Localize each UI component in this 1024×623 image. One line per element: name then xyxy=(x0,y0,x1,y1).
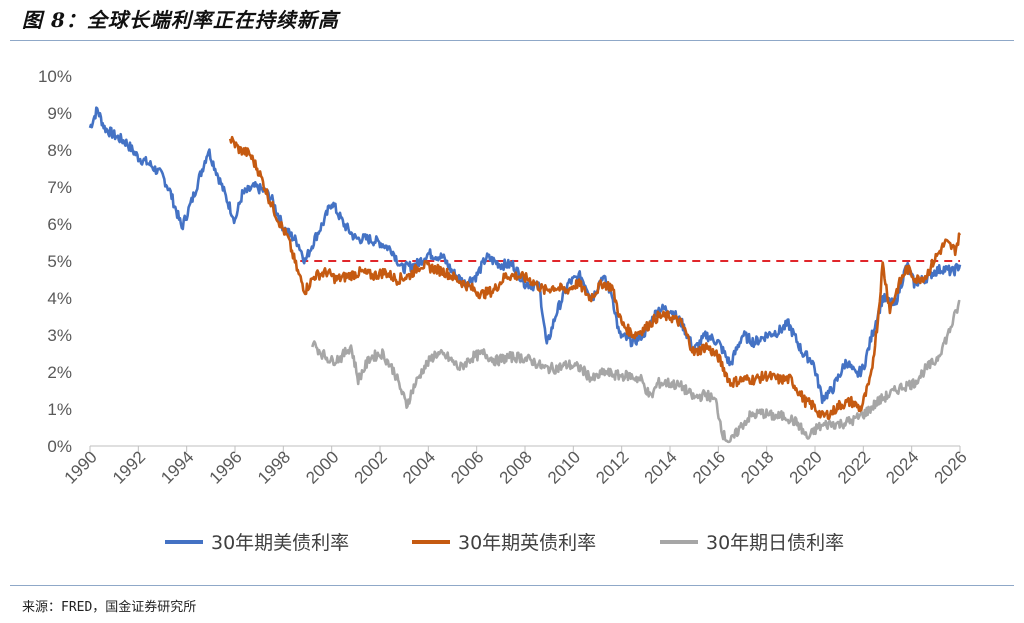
source-note: 来源：FRED，国金证券研究所 xyxy=(22,600,197,615)
legend-label: 30年期美债利率 xyxy=(211,532,349,554)
y-tick-label: 4% xyxy=(47,289,72,308)
legend-label: 30年期英债利率 xyxy=(458,532,596,554)
series-group xyxy=(88,106,962,444)
figure-title: 图 8：全球长端利率正在持续新高 xyxy=(22,8,339,32)
y-tick-label: 2% xyxy=(47,363,72,382)
x-tick-label: 1994 xyxy=(157,447,197,487)
x-tick-label: 1992 xyxy=(109,447,149,487)
x-tick-label: 2008 xyxy=(496,447,536,487)
x-tick-label: 2020 xyxy=(786,447,826,487)
x-tick-label: 1996 xyxy=(206,447,246,487)
y-tick-label: 5% xyxy=(47,252,72,271)
y-tick-label: 9% xyxy=(47,104,72,123)
y-tick-label: 8% xyxy=(47,141,72,160)
x-tick-label: 2012 xyxy=(592,447,632,487)
y-tick-label: 1% xyxy=(47,400,72,419)
x-tick-label: 2006 xyxy=(447,447,487,487)
y-tick-label: 6% xyxy=(47,215,72,234)
x-tick-label: 2022 xyxy=(834,447,874,487)
x-tick-label: 2000 xyxy=(302,447,342,487)
legend-label: 30年期日债利率 xyxy=(706,532,844,554)
y-tick-label: 3% xyxy=(47,326,72,345)
series-line-1 xyxy=(88,106,962,405)
y-tick-label: 7% xyxy=(47,178,72,197)
x-tick-label: 1998 xyxy=(254,447,294,487)
y-tick-label: 10% xyxy=(38,67,72,86)
series-line-3 xyxy=(311,299,961,444)
legend-group: 30年期美债利率 30年期英债利率 30年期日债利率 xyxy=(165,532,844,554)
top-rule xyxy=(10,40,1014,41)
x-tick-label: 2004 xyxy=(399,447,439,487)
x-tick-label: 2002 xyxy=(351,447,391,487)
y-tick-label: 0% xyxy=(47,437,72,456)
x-tick-label: 2016 xyxy=(689,447,729,487)
x-tick-label: 2010 xyxy=(544,447,584,487)
rate-chart: 0%1%2%3%4%5%6%7%8%9%10%1990 1992 1994 1996 1… xyxy=(38,67,971,554)
x-tick-label: 2024 xyxy=(882,447,922,487)
series-line-2 xyxy=(228,135,962,421)
bottom-rule xyxy=(10,585,1014,586)
x-tick-label: 2014 xyxy=(641,447,681,487)
x-tick-label: 2026 xyxy=(931,447,971,487)
x-tick-label: 2018 xyxy=(737,447,777,487)
